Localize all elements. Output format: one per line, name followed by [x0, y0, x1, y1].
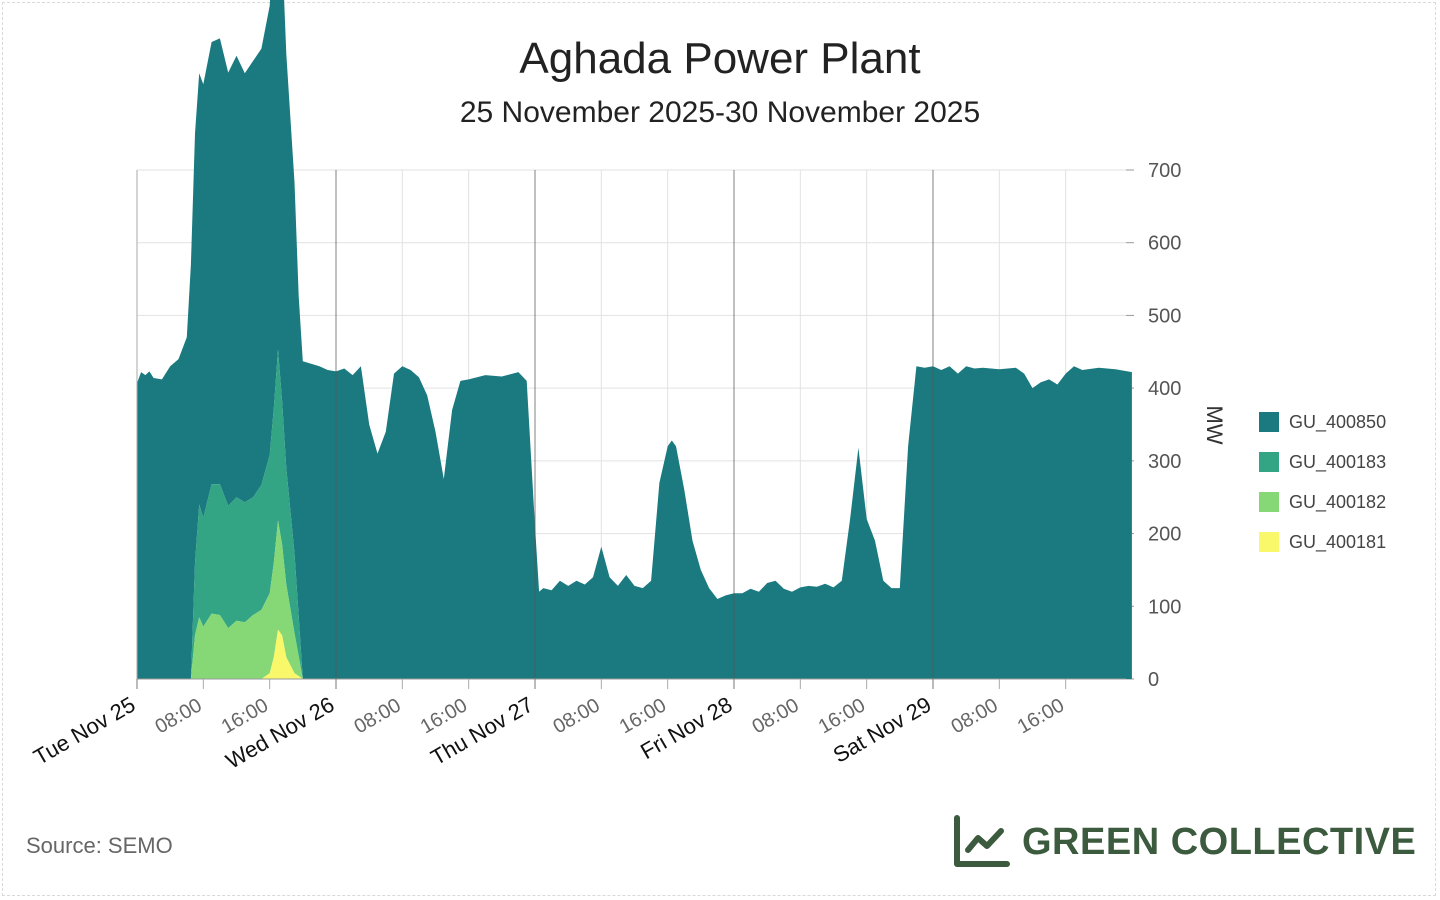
- legend-swatch: [1259, 452, 1279, 472]
- x-day-label: Wed Nov 26: [222, 692, 339, 774]
- y-tick-label: 300: [1148, 451, 1181, 473]
- x-hour-label: 16:00: [1014, 694, 1068, 738]
- y-tick-label: 100: [1148, 596, 1181, 618]
- y-tick-label: 600: [1148, 233, 1181, 255]
- y-tick-label: 0: [1148, 669, 1159, 691]
- series-area-gu_400850: [137, 0, 1132, 679]
- y-tick-label: 500: [1148, 305, 1181, 327]
- source-note: Source: SEMO: [26, 833, 173, 858]
- x-hour-label: 08:00: [549, 694, 603, 738]
- legend-item: GU_400183: [1259, 442, 1386, 482]
- legend-swatch: [1259, 412, 1279, 432]
- legend-label: GU_400183: [1289, 451, 1387, 472]
- legend-label: GU_400181: [1289, 531, 1387, 552]
- legend-item: GU_400181: [1259, 522, 1386, 562]
- legend-label: GU_400850: [1289, 411, 1387, 432]
- y-tick-label: 400: [1148, 378, 1181, 400]
- brand-logo: GREEN COLLECTIVE: [952, 812, 1416, 872]
- chart-subtitle: 25 November 2025-30 November 2025: [459, 96, 981, 129]
- y-axis-title: MW: [1202, 405, 1227, 444]
- x-day-label: Tue Nov 25: [29, 692, 139, 770]
- brand-name: GREEN COLLECTIVE: [1022, 820, 1417, 863]
- y-tick-label: 700: [1148, 160, 1181, 182]
- legend-label: GU_400182: [1289, 491, 1387, 512]
- x-hour-label: 08:00: [151, 694, 205, 738]
- x-hour-label: 08:00: [748, 694, 802, 738]
- legend-swatch: [1259, 492, 1279, 512]
- series-area-gu_400182: [137, 520, 1132, 679]
- line-chart-icon: [954, 815, 1010, 867]
- chart-legend: GU_400850 GU_400183 GU_400182 GU_400181: [1259, 402, 1386, 562]
- chart-title: Aghada Power Plant: [519, 34, 921, 83]
- legend-item: GU_400182: [1259, 482, 1386, 522]
- legend-item: GU_400850: [1259, 402, 1386, 442]
- y-tick-label: 200: [1148, 524, 1181, 546]
- legend-swatch: [1259, 532, 1279, 552]
- x-hour-label: 08:00: [350, 694, 404, 738]
- x-hour-label: 08:00: [947, 694, 1001, 738]
